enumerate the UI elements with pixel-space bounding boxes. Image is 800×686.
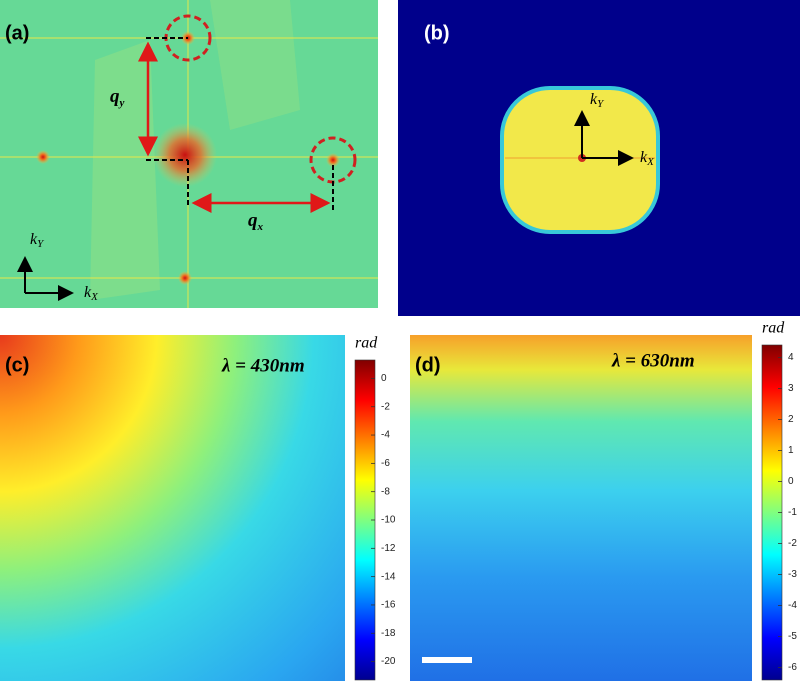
guides	[146, 37, 334, 210]
subscript: X	[90, 291, 99, 303]
subscript: x	[257, 221, 264, 233]
colorbar-tick-label: -12	[381, 543, 396, 554]
colorbar-tick-label: -20	[381, 656, 396, 667]
colorbar-tick-label: -18	[381, 628, 396, 639]
panel-a: (a) qy qx kY kX	[0, 0, 378, 308]
colorbar-tick-label: -10	[381, 515, 396, 526]
symbol: k	[30, 231, 38, 248]
colorbar-tick-label: -16	[381, 600, 396, 611]
annotation: qx	[248, 210, 264, 232]
scale-bar	[422, 657, 472, 663]
peak	[178, 271, 192, 285]
subscript: Y	[37, 238, 45, 250]
colorbar-tick-label: -4	[788, 600, 797, 611]
center-peak	[153, 123, 217, 187]
phase-map	[0, 335, 345, 681]
colorbar-tick-label: 1	[788, 445, 794, 456]
colorbar-tick-label: -3	[788, 569, 797, 580]
pattern	[90, 40, 160, 300]
panel-b: (b) kY kX	[398, 0, 800, 316]
colorbar-tick-label: -2	[788, 538, 797, 549]
annotation: kY	[30, 231, 45, 250]
wavelength: λ = 630nm	[611, 350, 695, 371]
pattern	[210, 0, 300, 130]
annotation: kY	[590, 91, 605, 110]
peak	[36, 150, 50, 164]
panel-c: (c) λ = 430nm	[0, 335, 345, 681]
symbol: k	[590, 91, 598, 108]
symbol: k	[640, 149, 648, 166]
symbol: k	[84, 284, 92, 301]
colorbar-tick-label: 3	[788, 383, 794, 394]
colorbar-label: rad	[355, 335, 378, 352]
colorbar-tick-label: 2	[788, 414, 794, 425]
peak	[326, 153, 340, 167]
colorbar-tick-label: -1	[788, 507, 797, 518]
symbol: q	[248, 210, 258, 231]
colorbar-tick-label: -8	[381, 486, 390, 497]
colorbar-tick-label: -14	[381, 571, 396, 582]
colorbar-label: rad	[762, 320, 785, 337]
panel-label: (d)	[415, 354, 441, 376]
colorbar-tick-label: 0	[788, 476, 794, 487]
annotation: kX	[640, 149, 655, 168]
symbol: q	[110, 86, 120, 107]
subscript: y	[118, 97, 125, 109]
annotation: kX	[84, 284, 99, 303]
subscript: Y	[597, 98, 605, 110]
wavelength: λ = 430nm	[221, 355, 305, 376]
colorbar-tick-label: -2	[381, 401, 390, 412]
phase-map	[410, 335, 752, 681]
colorbar-tick-label: 0	[381, 373, 387, 384]
subscript: X	[646, 156, 655, 168]
panel-d: (d) λ = 630nm	[410, 335, 752, 681]
colorbar-tick-label: 4	[788, 352, 794, 363]
colorbar-tick-label: -6	[788, 662, 797, 673]
panel-label: (a)	[5, 22, 29, 44]
annotation: qy	[110, 86, 125, 108]
colorbar-tick-label: -6	[381, 458, 390, 469]
colorbar-tick-label: -4	[381, 430, 390, 441]
panel-label: (c)	[5, 354, 29, 376]
panel-label: (b)	[424, 22, 450, 44]
colorbar-tick-label: -5	[788, 631, 797, 642]
